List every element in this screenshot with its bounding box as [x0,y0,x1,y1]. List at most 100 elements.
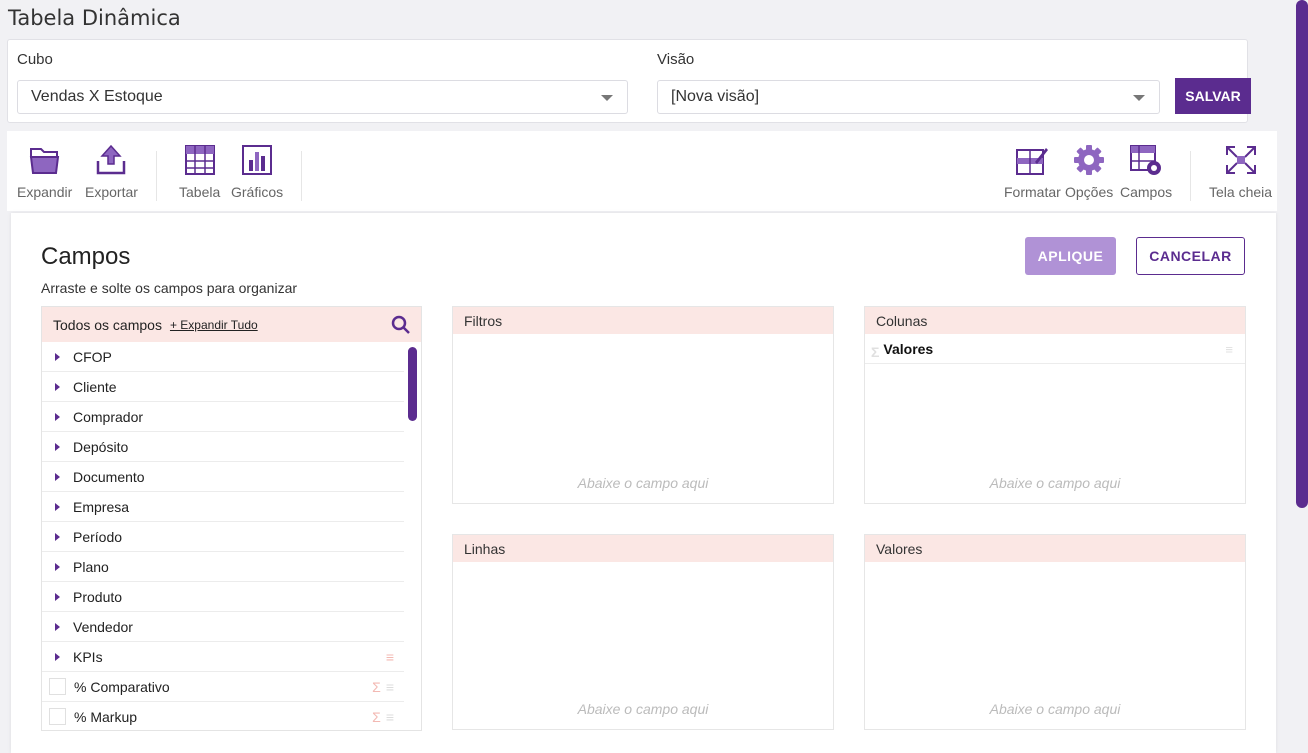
drop-hint: Abaixe o campo aqui [577,701,709,717]
field-item-produto[interactable]: Produto [42,582,404,612]
charts-label: Gráficos [231,184,284,200]
zone-item-label: Valores [883,340,934,357]
expand-arrow-icon[interactable] [55,382,60,391]
field-label: Comprador [73,408,144,425]
expand-arrow-icon[interactable] [55,532,60,541]
values-zone[interactable]: Valores Abaixe o campo aqui [864,534,1246,730]
expand-arrow-icon[interactable] [55,472,60,481]
fields-label: Campos [1120,184,1173,200]
expand-arrow-icon[interactable] [55,652,60,661]
filters-zone-title: Filtros [453,307,833,334]
folder-open-icon [29,148,59,174]
field-item-empresa[interactable]: Empresa [42,492,404,522]
field-item-comprador[interactable]: Comprador [42,402,404,432]
field-label: % Comparativo [74,678,170,695]
field-label: CFOP [73,348,112,365]
panel-subtitle: Arraste e solte os campos para organizar [41,280,298,296]
measure-icons: Σ ≡ [372,709,394,725]
sigma-icon: Σ [372,679,381,695]
format-label: Formatar [1004,184,1061,200]
fullscreen-label: Tela cheia [1209,184,1273,200]
field-item-vendedor[interactable]: Vendedor [42,612,404,642]
field-label: Plano [73,558,109,575]
save-button[interactable]: SALVAR [1175,78,1251,114]
field-checkbox[interactable] [49,708,66,725]
chevron-down-icon [1133,95,1145,101]
measure-icons: Σ ≡ [372,679,394,695]
fields-button[interactable]: Campos [1120,144,1172,200]
expand-button[interactable]: Expandir [17,144,72,200]
visao-label: Visão [657,51,695,68]
table-gear-icon [1130,145,1162,175]
field-label: Período [73,528,123,545]
all-fields-list: Todos os campos + Expandir Tudo CFOP Cli… [41,306,422,731]
sigma-icon: Σ [372,709,381,725]
sigma-icon: Σ [871,343,880,360]
format-edit-icon [1016,148,1049,175]
table-icon [184,145,215,175]
drag-handle-icon[interactable]: ≡ [385,679,394,695]
field-item-cfop[interactable]: CFOP [42,342,404,372]
bar-chart-icon [242,145,273,175]
field-label: Documento [73,468,145,485]
options-button[interactable]: Opções [1065,144,1113,200]
export-button[interactable]: Exportar [85,144,138,200]
table-label: Tabela [179,184,221,200]
panel-title: Campos [41,243,131,270]
rows-zone-title: Linhas [453,535,833,562]
field-label: Empresa [73,498,130,515]
field-item-markup[interactable]: % Markup Σ ≡ [42,702,404,730]
rows-zone[interactable]: Linhas Abaixe o campo aqui [452,534,834,730]
field-item-periodo[interactable]: Período [42,522,404,552]
upload-icon [97,144,126,175]
columns-zone[interactable]: Colunas Σ Valores ≡ Abaixe o campo aqui [864,306,1246,504]
field-checkbox[interactable] [49,678,66,695]
fullscreen-button[interactable]: Tela cheia [1209,144,1272,200]
expand-arrow-icon[interactable] [55,352,60,361]
toolbar-divider [301,151,302,201]
expand-arrow-icon[interactable] [55,502,60,511]
fields-scrollbar[interactable] [408,347,417,421]
field-item-cliente[interactable]: Cliente [42,372,404,402]
toolbar: Expandir Exportar Tabela Gráficos [7,131,1277,211]
charts-button[interactable]: Gráficos [231,144,283,200]
expand-arrow-icon[interactable] [55,592,60,601]
toolbar-divider [1190,151,1191,201]
page-scrollbar[interactable] [1296,0,1308,508]
cubo-select[interactable]: Vendas X Estoque [17,80,628,114]
field-item-documento[interactable]: Documento [42,462,404,492]
drag-handle-icon[interactable]: ≡ [385,709,394,725]
field-item-deposito[interactable]: Depósito [42,432,404,462]
field-item-comparativo[interactable]: % Comparativo Σ ≡ [42,672,404,702]
columns-zone-item-valores[interactable]: Σ Valores ≡ [865,334,1245,364]
expand-arrow-icon[interactable] [55,412,60,421]
expand-arrow-icon[interactable] [55,562,60,571]
expand-arrow-icon[interactable] [55,622,60,631]
expand-label: Expandir [17,184,73,200]
visao-select[interactable]: [Nova visão] [657,80,1160,114]
fullscreen-icon [1225,146,1256,174]
table-button[interactable]: Tabela [179,144,220,200]
expand-all-link[interactable]: + Expandir Tudo [169,317,258,332]
drop-hint: Abaixe o campo aqui [989,475,1121,491]
search-icon[interactable] [391,315,411,335]
field-label: Cliente [73,378,117,395]
field-label: Depósito [73,438,129,455]
format-button[interactable]: Formatar [1004,144,1061,200]
page-title: Tabela Dinâmica [8,6,181,30]
drag-handle-icon[interactable]: ≡ [1225,342,1233,357]
columns-zone-title: Colunas [865,307,1245,334]
filters-zone[interactable]: Filtros Abaixe o campo aqui [452,306,834,504]
field-label: % Markup [74,708,138,725]
field-item-kpis[interactable]: KPIs ≡ [42,642,404,672]
expand-arrow-icon[interactable] [55,442,60,451]
all-fields-title: Todos os campos [53,316,162,333]
visao-select-value: [Nova visão] [671,88,760,105]
field-label: Produto [73,588,123,605]
field-label: KPIs [73,648,103,665]
cancel-button[interactable]: CANCELAR [1136,237,1245,275]
field-item-plano[interactable]: Plano [42,552,404,582]
apply-button[interactable]: APLIQUE [1025,237,1116,275]
options-label: Opções [1065,184,1114,200]
cubo-select-value: Vendas X Estoque [31,88,163,105]
